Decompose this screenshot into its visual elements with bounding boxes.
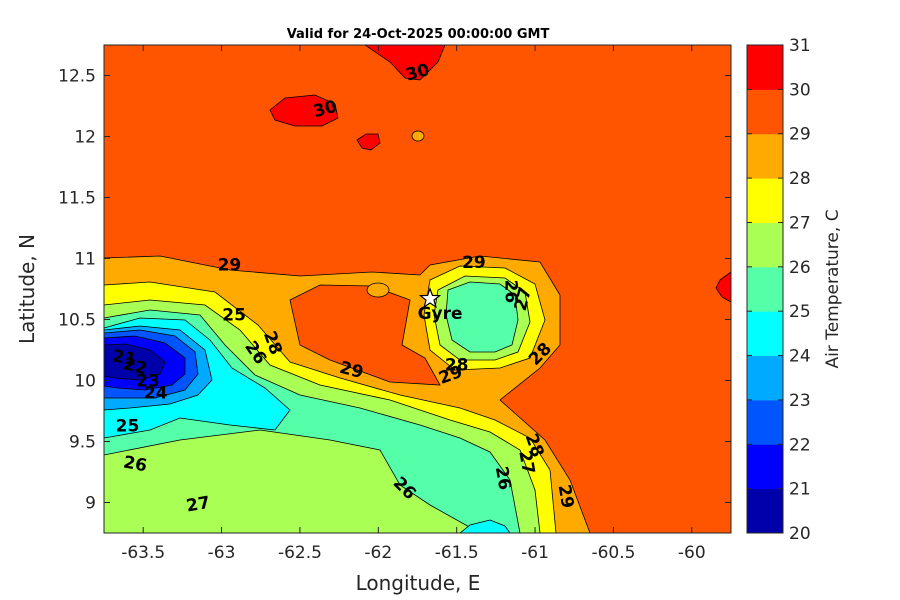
contour-band-20 — [104, 343, 166, 381]
contour-band-28-dot — [411, 130, 425, 142]
y-axis: 9 9.5 10 10.5 11 11.5 12 12.5 — [58, 67, 731, 514]
y-tick-label: 10.5 — [58, 311, 96, 331]
colorbar-tick-label: 25 — [789, 302, 811, 322]
x-tick-label: -61.5 — [435, 543, 479, 563]
contour-band-29-hole — [289, 284, 441, 386]
colorbar-tick-label: 31 — [789, 36, 811, 56]
y-axis-label: Latitude, N — [15, 234, 39, 344]
contour-map — [104, 45, 731, 533]
colorbar-tick-label: 30 — [789, 80, 811, 100]
contour-band-30-c — [356, 133, 381, 151]
colorbar-swatch — [747, 45, 783, 90]
colorbar-swatch — [747, 266, 783, 312]
colorbar-tick-label: 29 — [789, 125, 811, 145]
x-tick-label: -60.5 — [591, 543, 635, 563]
x-tick-label: -62.5 — [278, 543, 322, 563]
contour-label: 26 — [491, 465, 515, 492]
contour-label: 29 — [554, 483, 578, 510]
contour-label: 28 — [445, 356, 469, 376]
colorbar-tick-label: 28 — [789, 169, 811, 189]
colorbar-frame — [746, 44, 784, 534]
x-tick-label: -61 — [521, 543, 549, 563]
y-tick-label: 11.5 — [58, 189, 96, 209]
chart-title: Valid for 24-Oct-2025 00:00:00 GMT — [287, 27, 550, 42]
star-icon — [418, 287, 442, 309]
colorbar-tick-label: 23 — [789, 391, 811, 411]
contour-label: 21 — [111, 346, 138, 370]
colorbar-swatch — [747, 133, 783, 179]
x-axis-label: Longitude, E — [356, 571, 481, 595]
x-tick-label: -63 — [208, 543, 236, 563]
colorbar-swatch — [747, 311, 783, 357]
contour-band-30-d — [715, 271, 731, 303]
y-tick-label: 9.5 — [69, 433, 96, 453]
contour-label: 25 — [116, 417, 140, 437]
y-tick-label: 12 — [74, 128, 96, 148]
colorbar-swatch — [747, 89, 783, 135]
colorbar-tick-label: 26 — [789, 258, 811, 278]
colorbar-tick-label: 24 — [789, 347, 811, 367]
colorbar-swatch — [747, 488, 783, 534]
contour-label: 23 — [136, 372, 160, 392]
colorbar-tick-label: 22 — [789, 435, 811, 455]
contour-label: 26 — [501, 280, 521, 304]
colorbar-tick-label: 27 — [789, 213, 811, 233]
colorbar-swatch — [747, 178, 783, 223]
contour-label: 29 — [218, 256, 242, 276]
contour-label: 27 — [514, 449, 538, 476]
plot-frame — [103, 44, 732, 534]
colorbar: 20 21 22 23 24 25 26 27 28 29 30 31 — [746, 36, 811, 544]
colorbar-swatch — [747, 355, 783, 401]
y-tick-label: 10 — [74, 372, 96, 392]
contour-band-30-a — [364, 45, 446, 81]
x-tick-label: -62 — [364, 543, 392, 563]
colorbar-tick-label: 20 — [789, 524, 811, 544]
colorbar-tick-label: 21 — [789, 480, 811, 500]
contour-label: 25 — [222, 306, 246, 326]
colorbar-swatch — [747, 222, 783, 268]
colorbar-swatch — [747, 444, 783, 490]
colorbar-swatch — [747, 399, 783, 445]
station-marker: Gyre — [418, 287, 463, 324]
x-tick-label: -63.5 — [121, 543, 165, 563]
contour-label: 27 — [185, 493, 212, 517]
y-tick-label: 12.5 — [58, 67, 96, 87]
colorbar-label: Air Temperature, C — [823, 209, 843, 368]
y-tick-label: 11 — [74, 250, 96, 270]
x-axis: -63.5 -63 -62.5 -62 -61.5 -61 -60.5 -60 — [121, 45, 706, 563]
contour-band-28-spot — [366, 282, 390, 298]
contour-label: 26 — [122, 453, 149, 477]
y-tick-label: 9 — [85, 494, 96, 514]
contour-band-24-spot — [459, 519, 511, 533]
contour-band-30-b — [269, 94, 339, 127]
contour-label: 24 — [144, 384, 168, 404]
station-label: Gyre — [418, 304, 463, 324]
contour-ring-25 — [445, 281, 519, 353]
contour-label: 29 — [462, 253, 486, 273]
x-tick-label: -60 — [678, 543, 706, 563]
